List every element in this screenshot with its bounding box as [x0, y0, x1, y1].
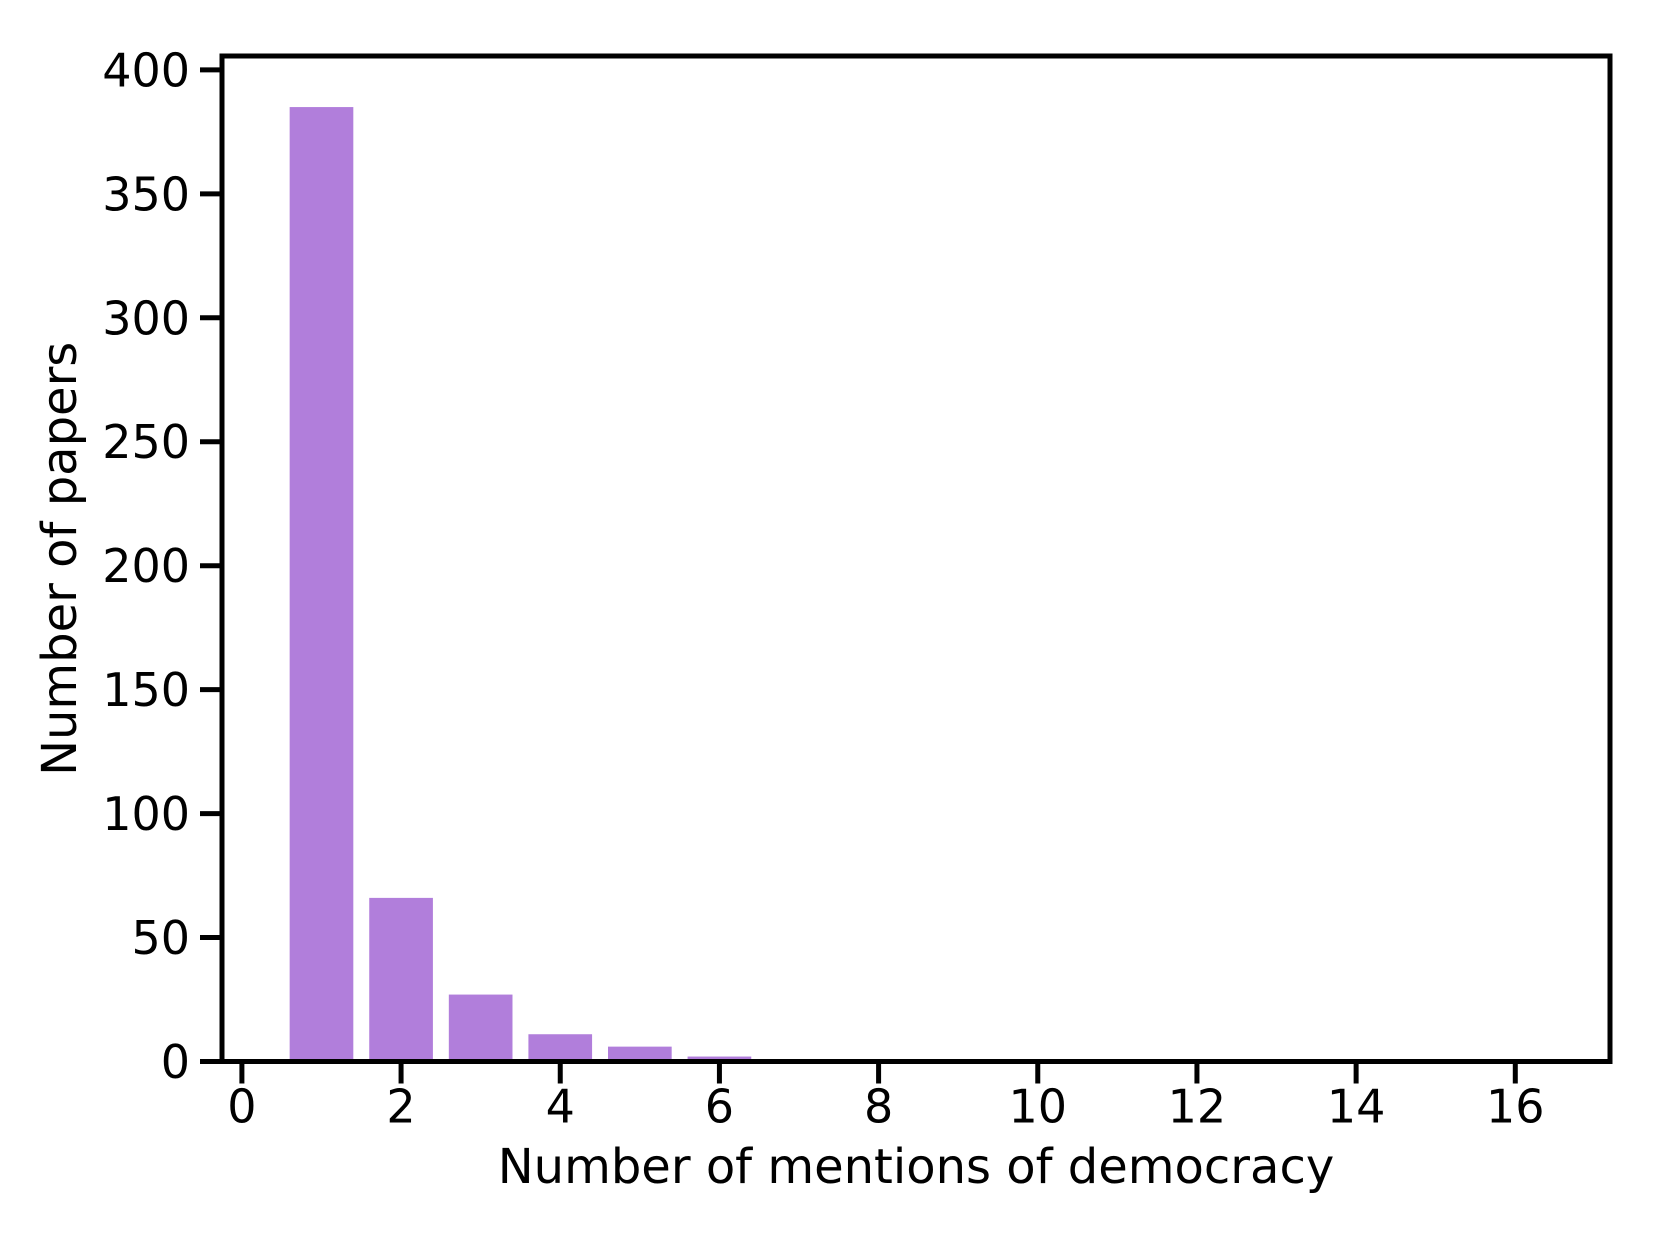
y-axis-label: Number of papers [32, 342, 88, 776]
x-tick-label: 16 [1486, 1080, 1545, 1134]
y-tick-label: 150 [102, 663, 190, 717]
bar-x4 [528, 1034, 593, 1062]
y-tick-label: 350 [102, 167, 190, 221]
y-tick-label: 50 [131, 911, 190, 965]
y-tick-label: 200 [102, 539, 190, 593]
x-tick-label: 4 [546, 1080, 575, 1134]
y-tick-label: 0 [161, 1035, 190, 1089]
x-axis-ticks: 0 2 4 6 8 10 12 14 16 [227, 1061, 1545, 1134]
plot-border [219, 53, 1613, 1064]
x-tick-label: 0 [227, 1080, 256, 1134]
y-tick-label: 250 [102, 415, 190, 469]
bar-x2 [369, 897, 433, 1062]
x-tick-label: 6 [705, 1080, 734, 1134]
bar-x1 [289, 107, 354, 1062]
x-tick-label: 8 [864, 1080, 893, 1134]
bar-x5 [608, 1046, 672, 1062]
x-tick-label: 2 [386, 1080, 415, 1134]
y-tick-label: 400 [102, 43, 190, 97]
y-tick-label: 100 [102, 787, 190, 841]
y-axis-ticks: 0 50 100 150 200 250 300 350 400 [102, 43, 222, 1089]
x-tick-label: 14 [1327, 1080, 1386, 1134]
bar-x3 [448, 994, 513, 1062]
bars-group [289, 107, 1548, 1062]
x-tick-label: 12 [1168, 1080, 1227, 1134]
x-tick-label: 10 [1008, 1080, 1067, 1134]
x-axis-label: Number of mentions of democracy [498, 1139, 1335, 1195]
y-tick-label: 300 [102, 291, 190, 345]
